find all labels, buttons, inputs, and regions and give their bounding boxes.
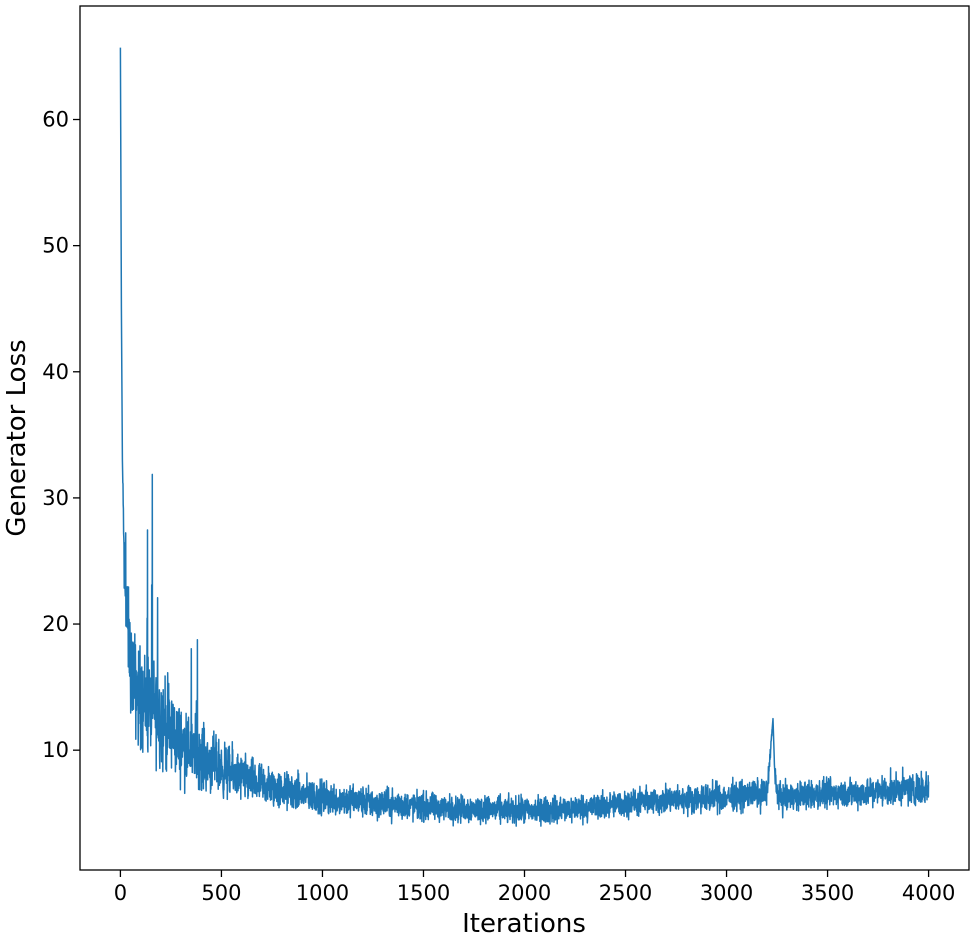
x-tick-label: 1500 <box>397 881 450 905</box>
y-axis-ticks: 10 20 30 40 50 60 <box>42 108 80 762</box>
y-tick-label: 30 <box>42 486 69 510</box>
generator-loss-series-line <box>119 47 930 827</box>
y-tick-label: 50 <box>42 234 69 258</box>
y-tick-label: 40 <box>42 360 69 384</box>
x-tick-label: 2000 <box>498 881 551 905</box>
y-tick-label: 60 <box>42 108 69 132</box>
plot-background <box>80 6 969 870</box>
series-group <box>119 47 930 827</box>
x-axis-ticks: 0 500 1000 1500 2000 2500 3000 3500 4000 <box>114 870 955 905</box>
x-tick-label: 1000 <box>296 881 349 905</box>
y-axis-label: Generator Loss <box>2 339 32 536</box>
y-tick-label: 10 <box>42 738 69 762</box>
x-tick-label: 3500 <box>801 881 854 905</box>
x-tick-label: 2500 <box>599 881 652 905</box>
plot-frame <box>79 5 970 871</box>
x-tick-label: 3000 <box>700 881 753 905</box>
x-tick-label: 500 <box>201 881 241 905</box>
x-tick-label: 4000 <box>902 881 955 905</box>
y-tick-label: 20 <box>42 612 69 636</box>
x-tick-label: 0 <box>114 881 127 905</box>
x-axis-label: Iterations <box>462 909 586 939</box>
